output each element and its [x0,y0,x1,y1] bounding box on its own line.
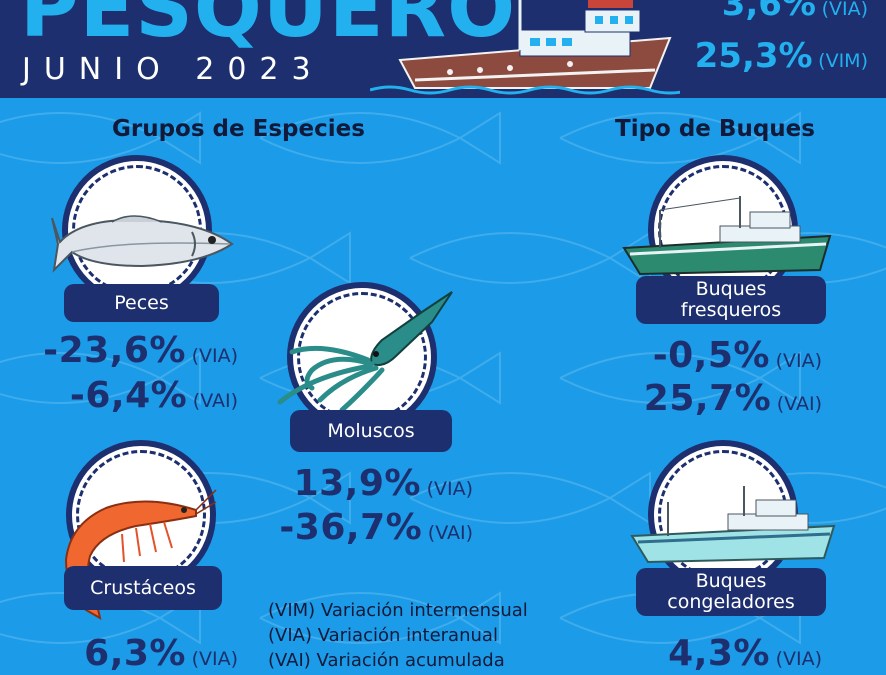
peces-stat-via: -23,6% (VIA) [43,330,238,371]
fresqueros-stat-vai: 25,7% (VAI) [644,378,822,419]
moluscos-vai-tag: (VAI) [427,522,473,544]
moluscos-stat-vai: -36,7% (VAI) [279,507,473,548]
shrimp-icon [64,489,217,620]
peces-vai-value: -6,4% [69,375,188,416]
peces-label: Peces [64,284,219,322]
header-stat-via: 3,6% (VIA) [722,0,868,24]
fresqueros-vai-value: 25,7% [643,378,772,419]
boats-section-title: Tipo de Buques [615,116,815,142]
legend-vai: (VAI) Variación acumulada [268,650,505,671]
moluscos-stat-via: 13,9% (VIA) [294,463,473,504]
legend-via: (VIA) Variación interanual [268,625,498,646]
fresqueros-label-line1: Buques [695,278,767,300]
species-section-title: Grupos de Especies [112,116,365,142]
congeladores-label: Buques congeladores [636,568,826,616]
legend-vim: (VIM) Variación intermensual [268,600,528,621]
header-subtitle: JUNIO 2023 [22,52,324,87]
fresh-boat-icon [622,196,832,276]
peces-via-value: -23,6% [43,330,186,371]
fresqueros-label-line2: fresqueros [680,299,782,321]
peces-vai-tag: (VAI) [192,390,238,412]
congeladores-label-line1: Buques [695,570,767,592]
moluscos-vai-value: -36,7% [279,507,423,548]
peces-via-tag: (VIA) [191,345,238,367]
fresqueros-label: Buques fresqueros [636,276,826,324]
legend: (VIM) Variación intermensual (VIA) Varia… [268,598,528,673]
header-stat-via-tag: (VIA) [821,0,868,20]
squid-icon [277,291,453,413]
header-stat-vim-value: 25,3% [694,36,813,76]
fresqueros-via-tag: (VIA) [775,350,822,372]
header-stat-via-value: 3,6% [721,0,816,24]
congeladores-label-line2: congeladores [667,591,795,613]
header-stat-vim-tag: (VIM) [818,50,868,72]
moluscos-label: Moluscos [290,410,452,452]
congeladores-via-value: 4,3% [668,633,770,674]
fresqueros-vai-tag: (VAI) [776,393,822,415]
freezer-boat-icon [630,486,836,564]
header-boat-icon [370,0,680,95]
fresqueros-via-value: -0,5% [652,335,770,376]
moluscos-via-value: 13,9% [293,463,421,504]
crustaceos-via-tag: (VIA) [191,648,238,670]
moluscos-via-tag: (VIA) [426,478,473,500]
header-banner: PESQUERO JUNIO 2023 3,6% (VIA) 25,3% (VI… [0,0,886,98]
header-title: PESQUERO [20,0,517,55]
fish-icon [51,215,234,273]
crustaceos-stat-via: 6,3% (VIA) [84,633,238,674]
congeladores-via-tag: (VIA) [775,648,822,670]
fresqueros-stat-via: -0,5% (VIA) [653,335,822,376]
congeladores-stat-via: 4,3% (VIA) [668,633,822,674]
crustaceos-label: Crustáceos [64,566,222,610]
crustaceos-via-value: 6,3% [84,633,186,674]
peces-stat-vai: -6,4% (VAI) [70,375,238,416]
header-stat-vim: 25,3% (VIM) [695,36,868,76]
